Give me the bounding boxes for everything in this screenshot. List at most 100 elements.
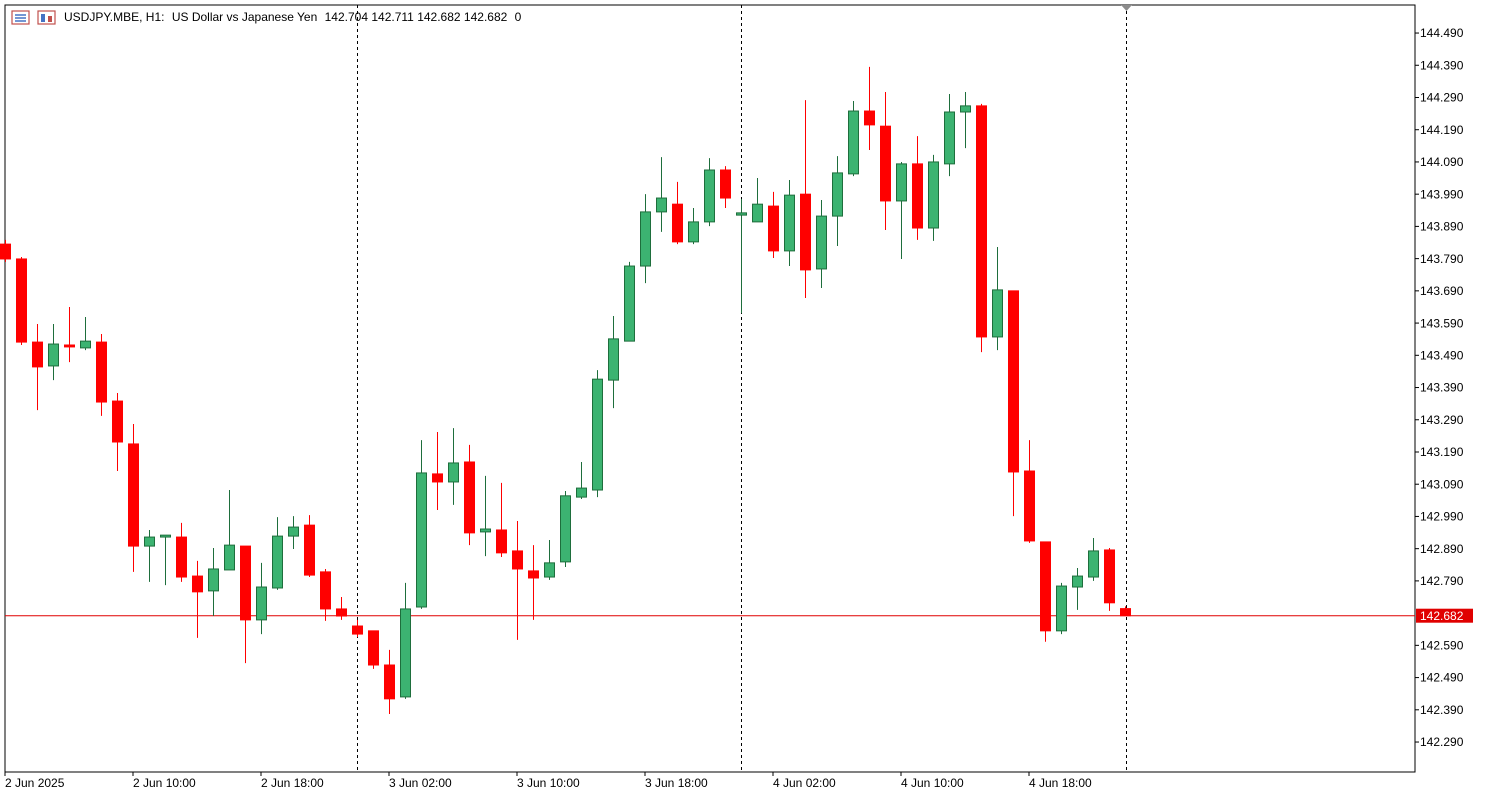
candle bbox=[976, 103, 987, 353]
candle bbox=[352, 619, 363, 637]
candle bbox=[608, 315, 619, 409]
description: US Dollar vs Japanese Yen bbox=[172, 10, 317, 24]
x-tick-label: 2 Jun 18:00 bbox=[261, 776, 324, 790]
candle-body bbox=[112, 400, 123, 443]
y-tick-label: 144.490 bbox=[1420, 26, 1464, 40]
candle bbox=[896, 161, 907, 259]
y-tick-label: 144.390 bbox=[1420, 58, 1464, 72]
candle-body bbox=[1040, 541, 1051, 632]
candle bbox=[624, 261, 635, 342]
candle bbox=[272, 517, 283, 590]
candle-body bbox=[672, 203, 683, 243]
candle bbox=[320, 568, 331, 621]
candle bbox=[672, 181, 683, 245]
candle bbox=[176, 522, 187, 582]
x-tick-label: 4 Jun 10:00 bbox=[901, 776, 964, 790]
candle-body bbox=[400, 608, 411, 698]
candle bbox=[592, 370, 603, 498]
y-tick-label: 143.190 bbox=[1420, 445, 1464, 459]
candle bbox=[48, 324, 59, 381]
y-tick-label: 142.590 bbox=[1420, 639, 1464, 653]
candle bbox=[496, 482, 507, 558]
candle bbox=[16, 257, 27, 345]
chart-header: USDJPY.MBE, H1: US Dollar vs Japanese Ye… bbox=[64, 10, 522, 24]
y-tick-label: 143.590 bbox=[1420, 316, 1464, 330]
candle-body bbox=[336, 608, 347, 617]
candle-body bbox=[512, 550, 523, 570]
candle bbox=[416, 440, 427, 609]
candle bbox=[192, 560, 203, 638]
candle bbox=[816, 199, 827, 288]
bid-label-box bbox=[1416, 608, 1473, 623]
candle-body bbox=[96, 341, 107, 403]
candle-body bbox=[688, 221, 699, 243]
header-high: 142.711 bbox=[371, 10, 414, 24]
candle-body bbox=[656, 197, 667, 213]
shift-marker bbox=[1121, 5, 1132, 11]
chart-icons bbox=[11, 10, 56, 25]
candle-body bbox=[480, 528, 491, 533]
candle bbox=[864, 66, 875, 151]
candle bbox=[240, 545, 251, 664]
candle bbox=[400, 582, 411, 699]
candle bbox=[1072, 568, 1083, 610]
candle bbox=[704, 158, 715, 227]
candle-body bbox=[640, 211, 651, 267]
candle bbox=[464, 444, 475, 546]
candle-body bbox=[448, 462, 459, 483]
bid-label: 142.682 bbox=[1420, 609, 1464, 623]
candle-body bbox=[1056, 585, 1067, 632]
y-tick-label: 144.290 bbox=[1420, 91, 1464, 105]
candle bbox=[432, 432, 443, 510]
candle-body bbox=[816, 215, 827, 270]
candle bbox=[1024, 440, 1035, 543]
x-tick-label: 4 Jun 18:00 bbox=[1029, 776, 1092, 790]
candle-body bbox=[320, 571, 331, 610]
candle bbox=[880, 92, 891, 230]
candle bbox=[384, 649, 395, 714]
header-low: 142.682 bbox=[417, 10, 461, 24]
x-tick-label: 3 Jun 18:00 bbox=[645, 776, 708, 790]
symbol: USDJPY.MBE, H1: bbox=[64, 10, 164, 24]
candle-body bbox=[992, 289, 1003, 338]
candle-body bbox=[608, 338, 619, 381]
plot-frame bbox=[4, 4, 1416, 773]
candle-body bbox=[224, 544, 235, 571]
candle bbox=[144, 529, 155, 582]
candle bbox=[928, 154, 939, 241]
candle-body bbox=[624, 265, 635, 342]
y-tick-label: 143.890 bbox=[1420, 220, 1464, 234]
candle bbox=[912, 136, 923, 240]
candle-body bbox=[64, 344, 75, 348]
candle-body bbox=[880, 125, 891, 202]
candle bbox=[1104, 548, 1115, 611]
candle-body bbox=[432, 473, 443, 483]
candle bbox=[64, 306, 75, 363]
candle bbox=[528, 545, 539, 620]
candle-body bbox=[928, 161, 939, 229]
candle bbox=[656, 157, 667, 232]
candle-body bbox=[240, 545, 251, 621]
y-tick-label: 144.090 bbox=[1420, 155, 1464, 169]
candle bbox=[0, 239, 11, 262]
candle bbox=[560, 490, 571, 568]
candle bbox=[544, 539, 555, 580]
y-tick-label: 143.290 bbox=[1420, 413, 1464, 427]
candle bbox=[480, 475, 491, 557]
y-tick-label: 142.990 bbox=[1420, 510, 1464, 524]
candle-body bbox=[784, 194, 795, 252]
candle bbox=[784, 179, 795, 267]
icon-bar bbox=[48, 16, 52, 22]
candle-body bbox=[768, 205, 779, 252]
candle bbox=[1088, 538, 1099, 581]
candle-body bbox=[576, 487, 587, 498]
candle-body bbox=[464, 461, 475, 534]
candle-body bbox=[544, 562, 555, 578]
candle bbox=[960, 92, 971, 149]
candle-body bbox=[0, 243, 11, 260]
y-tick-label: 142.890 bbox=[1420, 542, 1464, 556]
candle-body bbox=[704, 169, 715, 223]
candle-body bbox=[144, 536, 155, 547]
candle bbox=[848, 101, 859, 177]
